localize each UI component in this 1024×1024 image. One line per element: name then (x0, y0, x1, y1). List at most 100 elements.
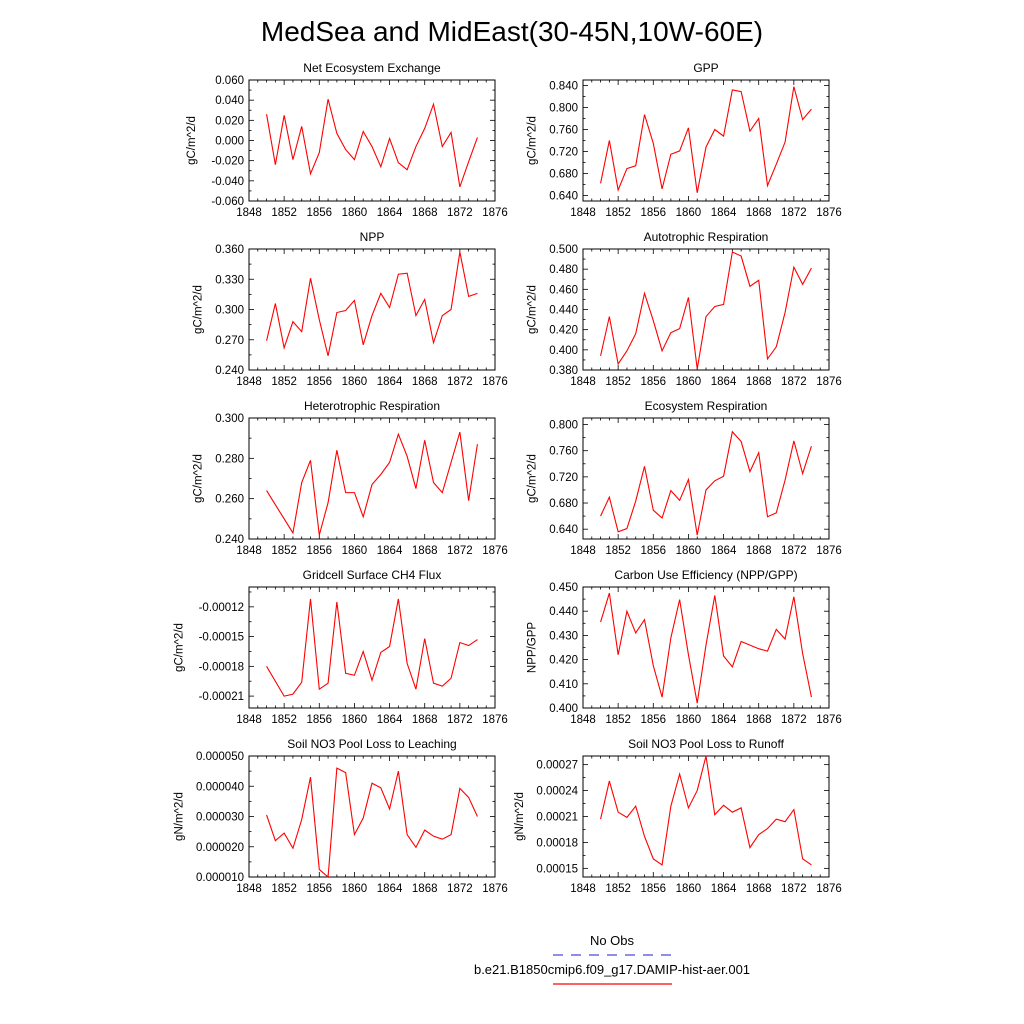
panel-title: Carbon Use Efficiency (NPP/GPP) (614, 568, 797, 582)
x-tick-label: 1872 (447, 883, 473, 895)
x-tick-label: 1848 (236, 883, 262, 895)
x-tick-label: 1868 (746, 883, 772, 895)
x-tick-label: 1860 (676, 376, 702, 388)
x-tick-label: 1864 (711, 207, 737, 219)
y-axis-label: NPP/GPP (527, 622, 539, 673)
x-tick-label: 1860 (342, 883, 368, 895)
y-tick-label: 0.680 (549, 498, 578, 510)
x-tick-label: 1864 (711, 376, 737, 388)
plot-frame (582, 248, 830, 371)
series-line (600, 755, 812, 866)
y-axis-label: gC/m^2/d (193, 285, 205, 334)
y-tick-label: 0.410 (549, 679, 578, 691)
x-tick-label: 1852 (605, 376, 631, 388)
y-tick-label: 0.060 (215, 75, 244, 87)
y-axis-label: gC/m^2/d (193, 454, 205, 503)
x-tick-label: 1856 (640, 545, 666, 557)
x-tick-label: 1856 (306, 883, 332, 895)
x-tick-label: 1856 (306, 545, 332, 557)
x-tick-label: 1848 (236, 207, 262, 219)
x-tick-label: 1856 (640, 714, 666, 726)
x-tick-label: 1872 (781, 376, 807, 388)
x-tick-label: 1864 (377, 714, 403, 726)
y-tick-label: 0.440 (549, 606, 578, 618)
x-tick-label: 1856 (306, 207, 332, 219)
y-tick-label: 0.000050 (196, 751, 244, 763)
series-line (600, 430, 812, 536)
y-tick-label: 0.360 (215, 244, 244, 256)
x-tick-label: 1852 (271, 545, 297, 557)
x-tick-label: 1864 (377, 883, 403, 895)
panel-9: Soil NO3 Pool Loss to Runoff 1848 1852 1856… (514, 737, 842, 895)
y-tick-label: 0.240 (215, 365, 244, 377)
y-axis-label: gC/m^2/d (186, 116, 198, 165)
x-tick-label: 1848 (570, 714, 596, 726)
y-tick-label: 0.330 (215, 274, 244, 286)
y-tick-label: 0.640 (549, 524, 578, 536)
y-tick-label: 0.450 (549, 582, 578, 594)
series-line (600, 86, 812, 193)
y-tick-label: 0.680 (549, 169, 578, 181)
x-tick-label: 1868 (412, 714, 438, 726)
panel-title: Ecosystem Respiration (645, 399, 768, 413)
x-tick-label: 1852 (605, 883, 631, 895)
x-tick-label: 1864 (711, 714, 737, 726)
y-tick-label: -0.040 (211, 176, 244, 188)
x-tick-label: 1872 (447, 207, 473, 219)
x-tick-label: 1852 (271, 883, 297, 895)
x-tick-label: 1852 (271, 376, 297, 388)
series-line (266, 598, 478, 697)
panel-1: GPP 1848 1852 1856 1860 1864 1868 1872 1876 0.640… (527, 61, 842, 219)
series-line (600, 251, 812, 370)
y-tick-label: 0.020 (215, 115, 244, 127)
y-tick-label: 0.760 (549, 125, 578, 137)
panel-6: Gridcell Surface CH4 Flux 1848 1852 1856 186… (174, 568, 508, 726)
legend: No Obs b.e21.B1850cmip6.f09_g17.DAMIP-hi… (474, 933, 750, 985)
x-tick-label: 1864 (377, 545, 403, 557)
x-tick-label: 1848 (236, 545, 262, 557)
x-tick-label: 1860 (342, 545, 368, 557)
plot-frame (248, 79, 496, 202)
y-tick-label: 0.840 (549, 81, 578, 93)
x-tick-label: 1868 (412, 545, 438, 557)
x-tick-label: 1868 (746, 714, 772, 726)
y-axis-label: gN/m^2/d (174, 792, 186, 841)
x-tick-label: 1876 (482, 376, 508, 388)
y-tick-label: -0.00015 (199, 632, 244, 644)
x-tick-label: 1872 (447, 376, 473, 388)
y-tick-label: 0.000040 (196, 781, 244, 793)
x-tick-label: 1868 (412, 207, 438, 219)
y-tick-label: 0.00018 (536, 837, 578, 849)
x-tick-label: 1868 (746, 207, 772, 219)
panel-2: NPP 1848 1852 1856 1860 1864 1868 1872 1876 0.240… (193, 230, 508, 388)
y-tick-label: 0.000 (215, 136, 244, 148)
x-tick-label: 1856 (306, 376, 332, 388)
x-tick-label: 1876 (482, 714, 508, 726)
y-tick-label: 0.500 (549, 244, 578, 256)
x-tick-label: 1848 (570, 376, 596, 388)
x-tick-label: 1848 (570, 883, 596, 895)
panel-5: Ecosystem Respiration 1848 1852 1856 1860 186… (527, 399, 842, 557)
panel-title: Net Ecosystem Exchange (303, 61, 441, 75)
x-tick-label: 1856 (640, 376, 666, 388)
x-tick-label: 1852 (605, 714, 631, 726)
plot-frame (582, 755, 830, 878)
x-tick-label: 1852 (605, 207, 631, 219)
x-tick-label: 1868 (746, 376, 772, 388)
panel-title: Soil NO3 Pool Loss to Leaching (287, 737, 456, 751)
series-line (266, 99, 478, 188)
y-tick-label: 0.400 (549, 703, 578, 715)
legend-model-label: b.e21.B1850cmip6.f09_g17.DAMIP-hist-aer.… (474, 962, 750, 977)
x-tick-label: 1860 (676, 207, 702, 219)
x-tick-label: 1868 (412, 376, 438, 388)
x-tick-label: 1860 (342, 714, 368, 726)
x-tick-label: 1872 (447, 714, 473, 726)
x-tick-label: 1868 (746, 545, 772, 557)
x-tick-label: 1856 (640, 207, 666, 219)
panels: Net Ecosystem Exchange 1848 1852 1856 1860 18… (174, 61, 842, 895)
y-tick-label: 0.00027 (536, 760, 578, 772)
y-tick-label: 0.000030 (196, 812, 244, 824)
x-tick-label: 1864 (711, 545, 737, 557)
y-tick-label: 0.00015 (536, 863, 578, 875)
